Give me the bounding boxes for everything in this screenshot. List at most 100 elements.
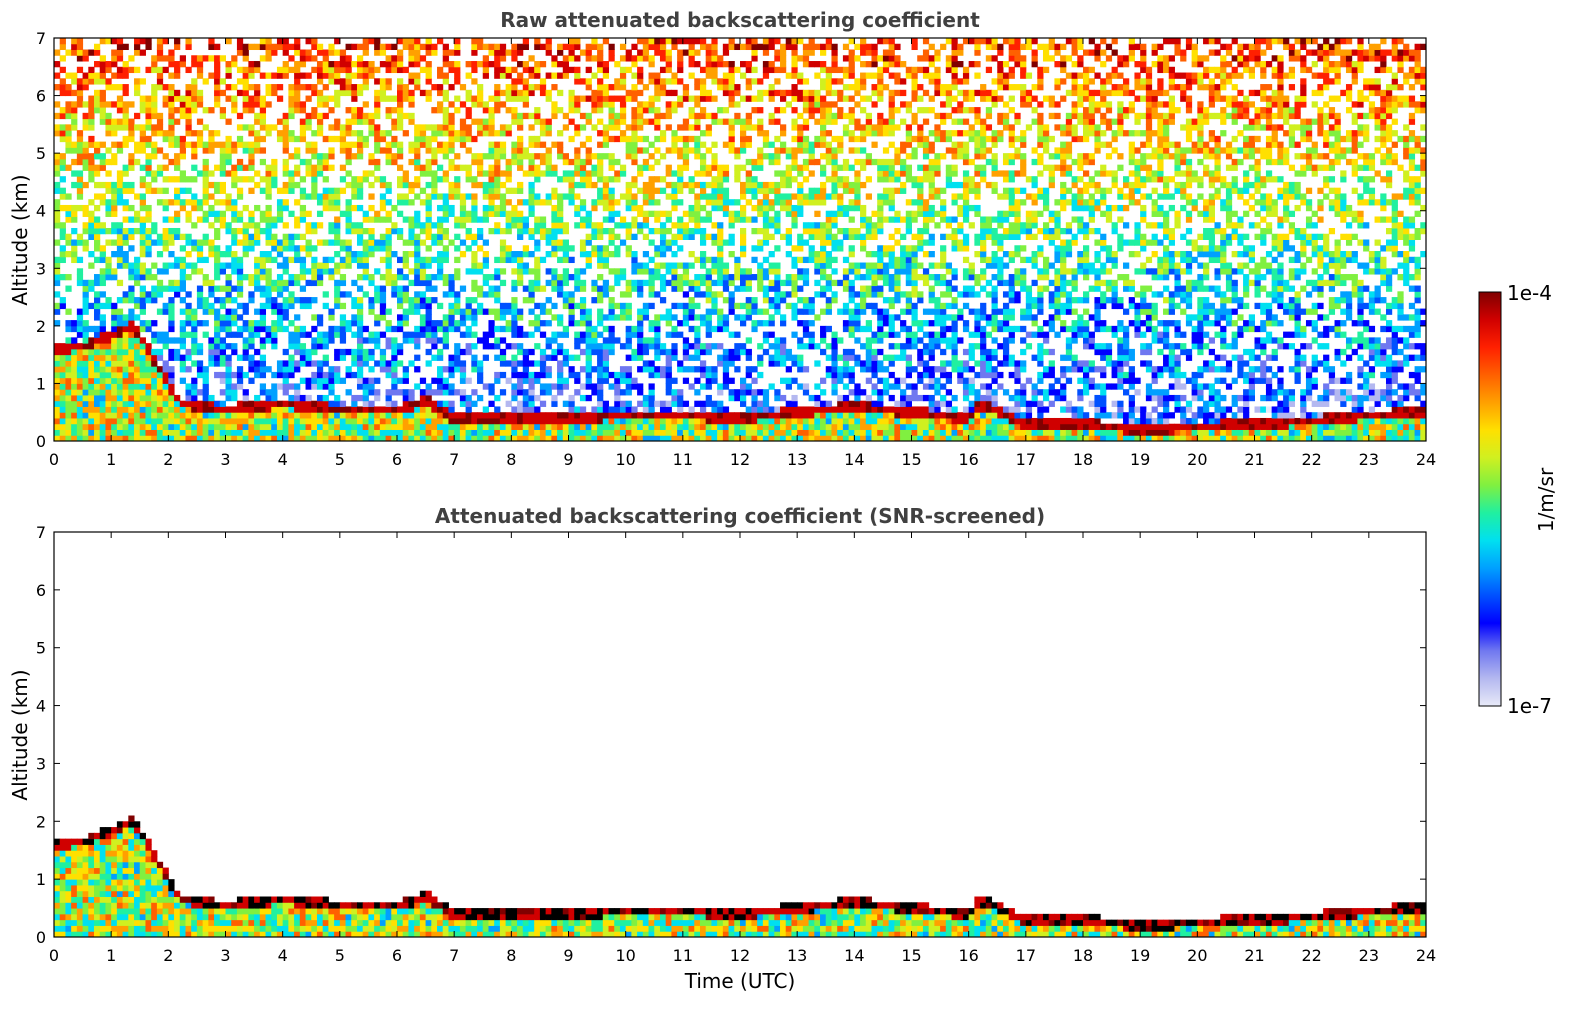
heatmap-cell [99, 366, 106, 373]
heatmap-cell [557, 429, 564, 436]
heatmap-cell [196, 170, 204, 177]
heatmap-cell [65, 417, 72, 425]
heatmap-cell [294, 279, 301, 287]
heatmap-cell [471, 204, 478, 212]
heatmap-cell [231, 389, 238, 396]
heatmap-cell [214, 337, 221, 344]
heatmap-cell [122, 164, 129, 171]
heatmap-cell [717, 239, 724, 246]
heatmap-cell [602, 216, 610, 223]
heatmap-cell [494, 256, 501, 264]
heatmap-cell [254, 256, 261, 264]
heatmap-cell [276, 429, 284, 436]
heatmap-cell [94, 72, 101, 79]
heatmap-cell [539, 153, 547, 160]
heatmap-cell [328, 199, 335, 206]
heatmap-cell [477, 38, 484, 45]
heatmap-cell [122, 412, 129, 419]
heatmap-cell [688, 135, 695, 143]
heatmap-cell [517, 118, 524, 125]
heatmap-cell [505, 412, 512, 419]
heatmap-cell [339, 130, 347, 137]
heatmap-cell [471, 435, 478, 441]
heatmap-cell [717, 262, 724, 269]
heatmap-cell [248, 66, 255, 74]
heatmap-cell [482, 256, 489, 264]
heatmap-cell [511, 158, 518, 166]
heatmap-cell [242, 141, 249, 148]
heatmap-cell [688, 383, 695, 390]
heatmap-cell [642, 135, 650, 143]
heatmap-cell [356, 377, 364, 384]
heatmap-cell [465, 170, 472, 177]
heatmap-cell [179, 176, 186, 183]
heatmap-cell [677, 164, 684, 171]
heatmap-cell [597, 297, 604, 304]
heatmap-cell [528, 170, 535, 177]
heatmap-cell [454, 268, 461, 275]
heatmap-cell [71, 320, 78, 327]
heatmap-cell [214, 164, 221, 171]
heatmap-cell [631, 118, 638, 125]
heatmap-cell [294, 417, 301, 425]
heatmap-cell [214, 308, 221, 315]
heatmap-cell [168, 302, 175, 310]
heatmap-cell [477, 245, 484, 252]
heatmap-cell [236, 274, 244, 281]
heatmap-cell [688, 176, 695, 183]
heatmap-cell [648, 320, 655, 327]
heatmap-cell [385, 95, 392, 102]
heatmap-cell [59, 274, 66, 281]
heatmap-cell [528, 400, 535, 407]
heatmap-cell [419, 199, 427, 206]
heatmap-cell [374, 101, 381, 108]
heatmap-cell [665, 239, 672, 246]
heatmap-cell [94, 274, 101, 281]
heatmap-cell [705, 394, 712, 402]
heatmap-cell [145, 170, 152, 177]
heatmap-cell [88, 435, 95, 441]
heatmap-cell [111, 429, 118, 436]
heatmap-cell [631, 55, 638, 62]
heatmap-cell [191, 101, 198, 108]
heatmap-cell [465, 268, 472, 275]
heatmap-cell [397, 325, 404, 333]
heatmap-cell [179, 325, 186, 333]
heatmap-cell [231, 383, 238, 390]
heatmap-cell [465, 130, 472, 137]
heatmap-cell [265, 337, 272, 344]
heatmap-cell [219, 55, 226, 62]
heatmap-cell [431, 406, 438, 413]
heatmap-cell [139, 389, 146, 396]
heatmap-cell [282, 279, 289, 287]
heatmap-cell [425, 314, 432, 321]
heatmap-cell [499, 429, 507, 436]
heatmap-cell [282, 204, 289, 212]
heatmap-cell [448, 135, 455, 143]
heatmap-cell [585, 176, 592, 183]
heatmap-cell [379, 417, 387, 425]
heatmap-cell [168, 158, 175, 166]
heatmap-cell [705, 147, 712, 154]
heatmap-cell [139, 417, 146, 425]
heatmap-cell [54, 124, 61, 131]
heatmap-cell [151, 124, 158, 131]
heatmap-cell [437, 325, 444, 333]
heatmap-cell [116, 251, 124, 258]
heatmap-cell [551, 412, 558, 419]
heatmap-cell [397, 268, 404, 275]
heatmap-cell [677, 187, 684, 194]
heatmap-cell [248, 141, 255, 148]
heatmap-cell [637, 354, 644, 361]
heatmap-cell [54, 371, 61, 379]
heatmap-cell [665, 164, 672, 171]
heatmap-cell [208, 423, 215, 430]
heatmap-cell [202, 187, 209, 194]
heatmap-cell [705, 297, 712, 304]
heatmap-cell [602, 435, 610, 441]
heatmap-cell [574, 377, 581, 384]
heatmap-cell [494, 89, 501, 97]
heatmap-cell [482, 210, 489, 217]
heatmap-cell [477, 118, 484, 125]
heatmap-cell [545, 72, 552, 79]
